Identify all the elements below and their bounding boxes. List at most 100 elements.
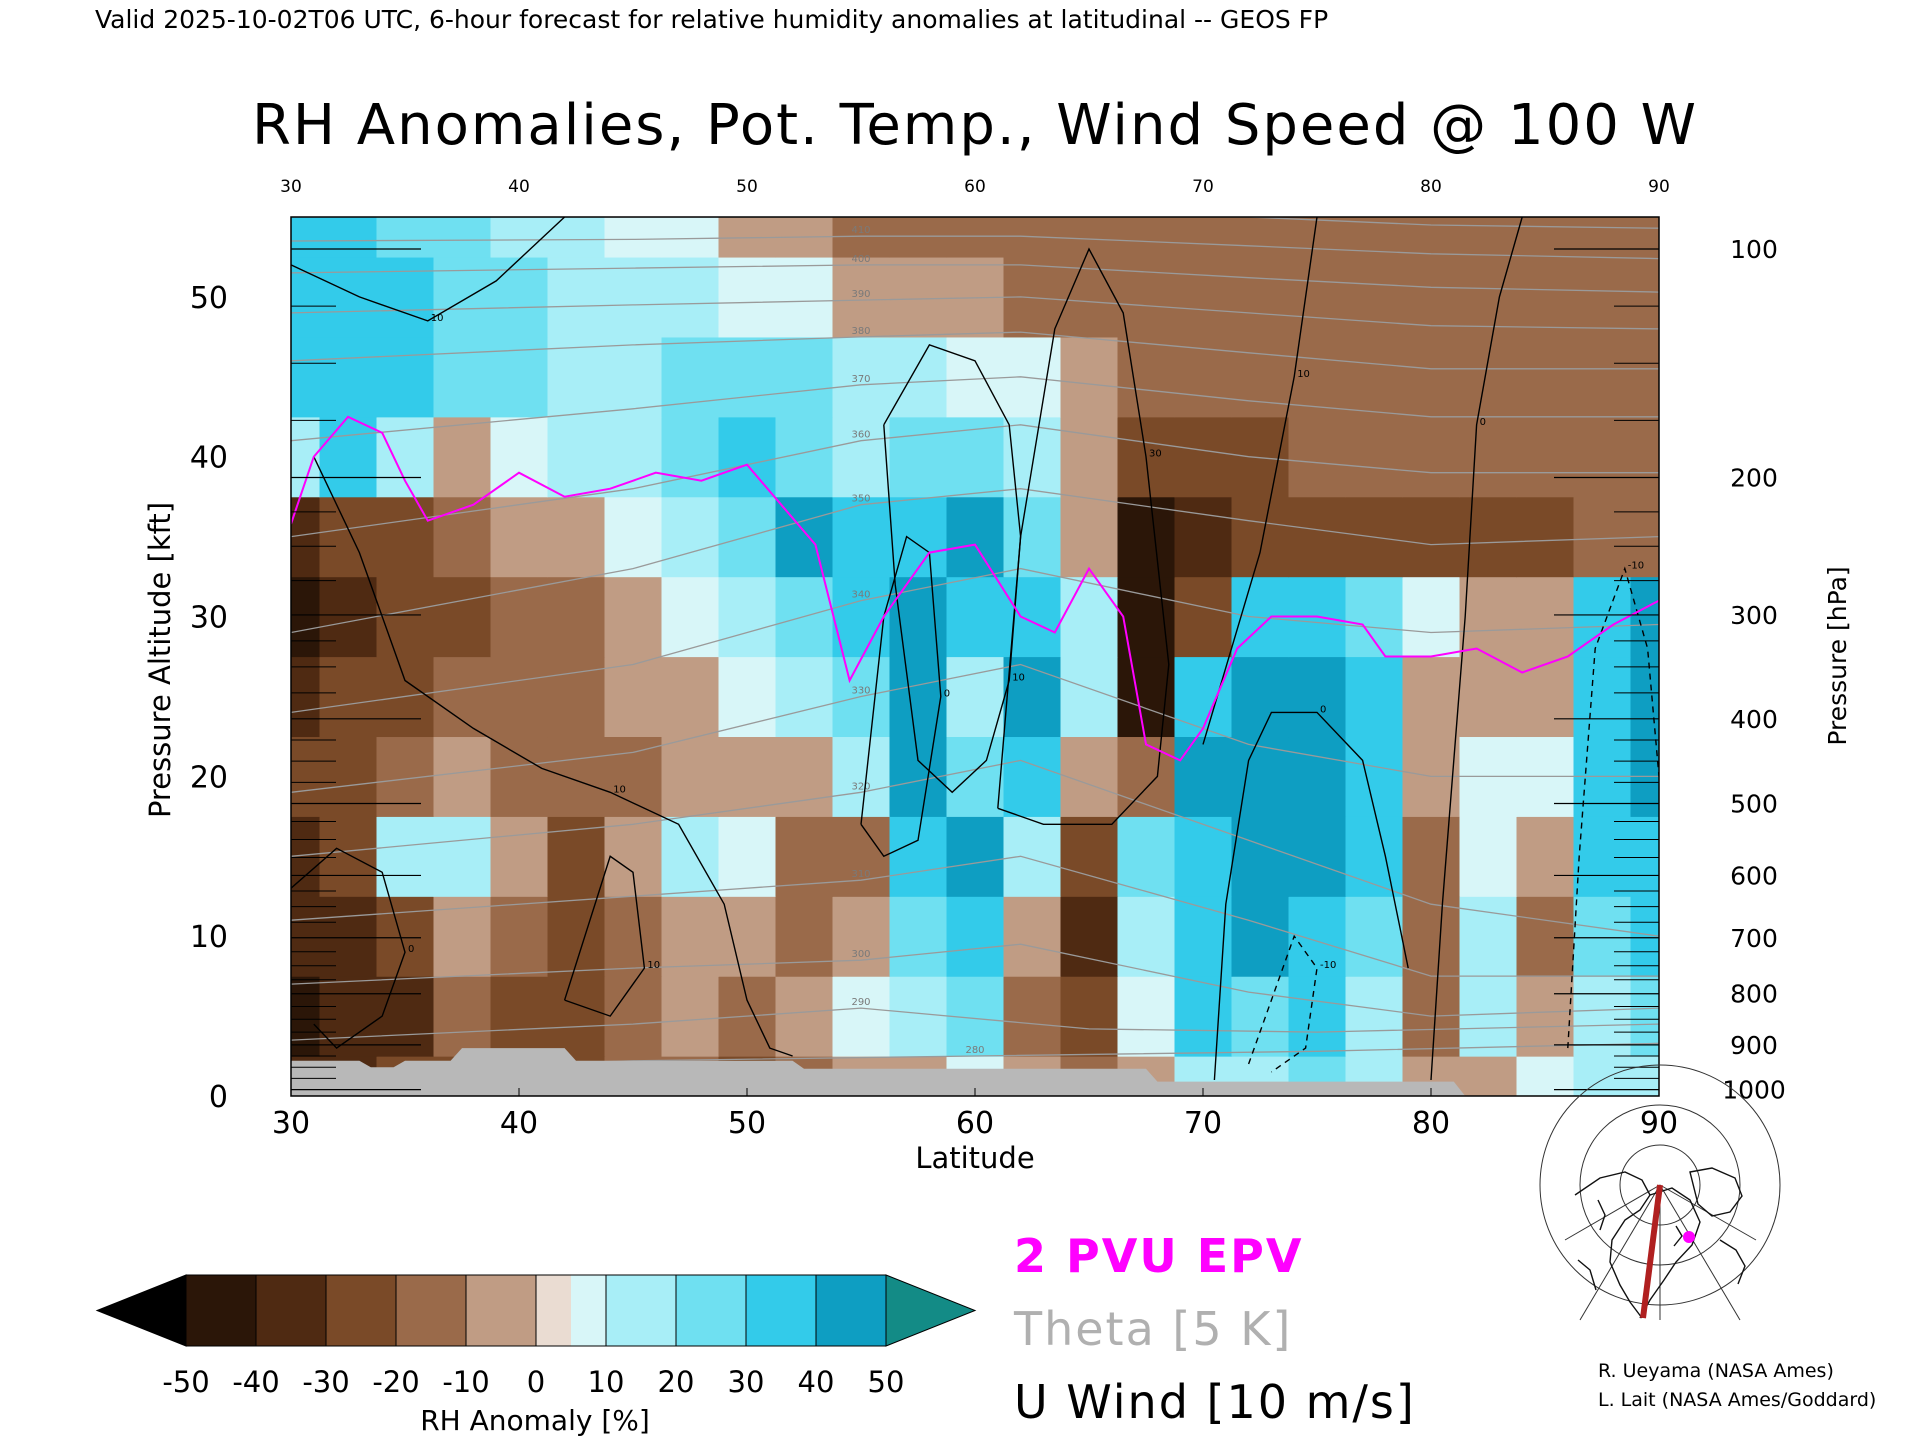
- colorbar-tick-label: 50: [868, 1365, 905, 1399]
- theta-contour-label: 300: [851, 949, 870, 960]
- rh-cell: [604, 656, 663, 738]
- rh-cell: [319, 816, 378, 897]
- rh-cell: [1459, 816, 1518, 897]
- pv2-line: [291, 415, 1659, 762]
- rh-cell: [1345, 976, 1404, 1057]
- u-wind-contour-label: -10: [1320, 960, 1336, 971]
- rh-cell: [832, 336, 891, 418]
- inset-map-marker: [1683, 1231, 1695, 1243]
- rh-cell: [661, 816, 720, 897]
- inset-map-graticule: [1539, 1064, 1781, 1321]
- u-wind-contour: [291, 847, 406, 1050]
- rh-anomaly-field: [291, 217, 1659, 1096]
- rh-cell: [1459, 496, 1518, 578]
- y-tick-label: 50: [190, 281, 228, 316]
- rh-cell: [1459, 896, 1518, 977]
- y-tick-label: 10: [190, 920, 228, 955]
- rh-cell: [376, 816, 435, 897]
- rh-cell: [661, 896, 720, 977]
- rh-cell: [1060, 576, 1119, 658]
- terrain-mask: [291, 1048, 1466, 1096]
- rh-cell: [1459, 217, 1518, 258]
- rh-cell: [1345, 816, 1404, 897]
- pressure-tick-label: 500: [1730, 790, 1778, 819]
- theta-contour: [291, 567, 1659, 714]
- rh-cell: [1174, 416, 1233, 498]
- theta-contour-label: 400: [851, 254, 870, 265]
- rh-cell: [1117, 816, 1176, 897]
- rh-cell: [718, 576, 777, 658]
- rh-cell: [1459, 656, 1518, 738]
- colorbar-cell: [325, 1274, 397, 1347]
- u-wind-contour: [1213, 711, 1409, 1081]
- rh-cell: [1516, 1056, 1575, 1096]
- rh-cell: [376, 256, 435, 338]
- colorbar-cell: [536, 1275, 571, 1346]
- rh-cell: [1174, 576, 1233, 658]
- rh-cell: [775, 736, 834, 817]
- u-wind-contours: 10 10 10 0 30 10 0 0 -10 -10 0 10: [291, 217, 1659, 1081]
- rh-cell: [490, 736, 549, 817]
- y-tick-label: 40: [190, 441, 228, 476]
- rh-cell: [1174, 217, 1233, 258]
- rh-cell: [490, 576, 549, 658]
- rh-cell: [490, 217, 549, 258]
- rh-cell: [1174, 496, 1233, 578]
- colorbar-cell: [255, 1274, 327, 1347]
- rh-cell: [1573, 496, 1632, 578]
- rh-cell: [1459, 416, 1518, 498]
- rh-cell: [376, 336, 435, 418]
- rh-cell: [547, 816, 606, 897]
- rh-cell: [490, 496, 549, 578]
- rh-cell: [1117, 656, 1176, 738]
- rh-cell: [604, 976, 663, 1057]
- theta-contour-label: 370: [851, 374, 870, 385]
- pressure-tick-marks: [291, 248, 1659, 1091]
- axes: 1002003004005006007008009001000303040405…: [190, 177, 1786, 1141]
- rh-cell: [1117, 736, 1176, 817]
- rh-cell: [1174, 976, 1233, 1057]
- u-wind-contour: [291, 217, 566, 322]
- theta-contour-label: 350: [851, 494, 870, 505]
- rh-cell: [1003, 656, 1062, 738]
- theta-contour-label: 340: [851, 590, 870, 601]
- theta-contour-label: 360: [851, 430, 870, 441]
- rh-cell: [1003, 736, 1062, 817]
- y-tick-label: 0: [209, 1080, 228, 1115]
- rh-cell: [1630, 416, 1659, 498]
- rh-cell: [1402, 816, 1461, 897]
- theta-contour: [291, 235, 1659, 260]
- rh-cell: [1573, 976, 1632, 1057]
- rh-cell: [604, 416, 663, 498]
- u-wind-contour-label: 30: [1149, 449, 1162, 460]
- u-wind-contour: [1567, 566, 1659, 1049]
- theta-contour-label: 390: [851, 289, 870, 300]
- rh-cell: [319, 976, 378, 1057]
- rh-cell: [1231, 976, 1290, 1057]
- pressure-tick-label: 100: [1730, 235, 1778, 264]
- pressure-tick-label: 200: [1730, 464, 1778, 493]
- rh-cell: [1288, 217, 1347, 258]
- rh-cell: [1117, 336, 1176, 418]
- rh-cell: [291, 896, 321, 977]
- rh-cell: [1516, 656, 1575, 738]
- rh-cell: [1459, 976, 1518, 1057]
- rh-cell: [433, 816, 492, 897]
- rh-cell: [1060, 976, 1119, 1057]
- rh-cell: [1060, 336, 1119, 418]
- rh-cell: [291, 656, 321, 738]
- colorbar-cell: [185, 1274, 257, 1347]
- rh-cell: [490, 656, 549, 738]
- u-wind-contour-label: 0: [408, 944, 414, 955]
- rh-cell: [1402, 896, 1461, 977]
- rh-cell: [1573, 217, 1632, 258]
- rh-cell: [661, 496, 720, 578]
- rh-cell: [1231, 496, 1290, 578]
- colorbar-tick-label: -30: [302, 1365, 349, 1399]
- theta-contour-label: 420: [851, 206, 870, 217]
- rh-cell: [547, 496, 606, 578]
- colorbar-tick-label: 40: [798, 1365, 835, 1399]
- u-wind-contour-label: 10: [431, 313, 444, 324]
- colorbar-tick-label: -40: [232, 1365, 279, 1399]
- rh-cell: [1117, 217, 1176, 258]
